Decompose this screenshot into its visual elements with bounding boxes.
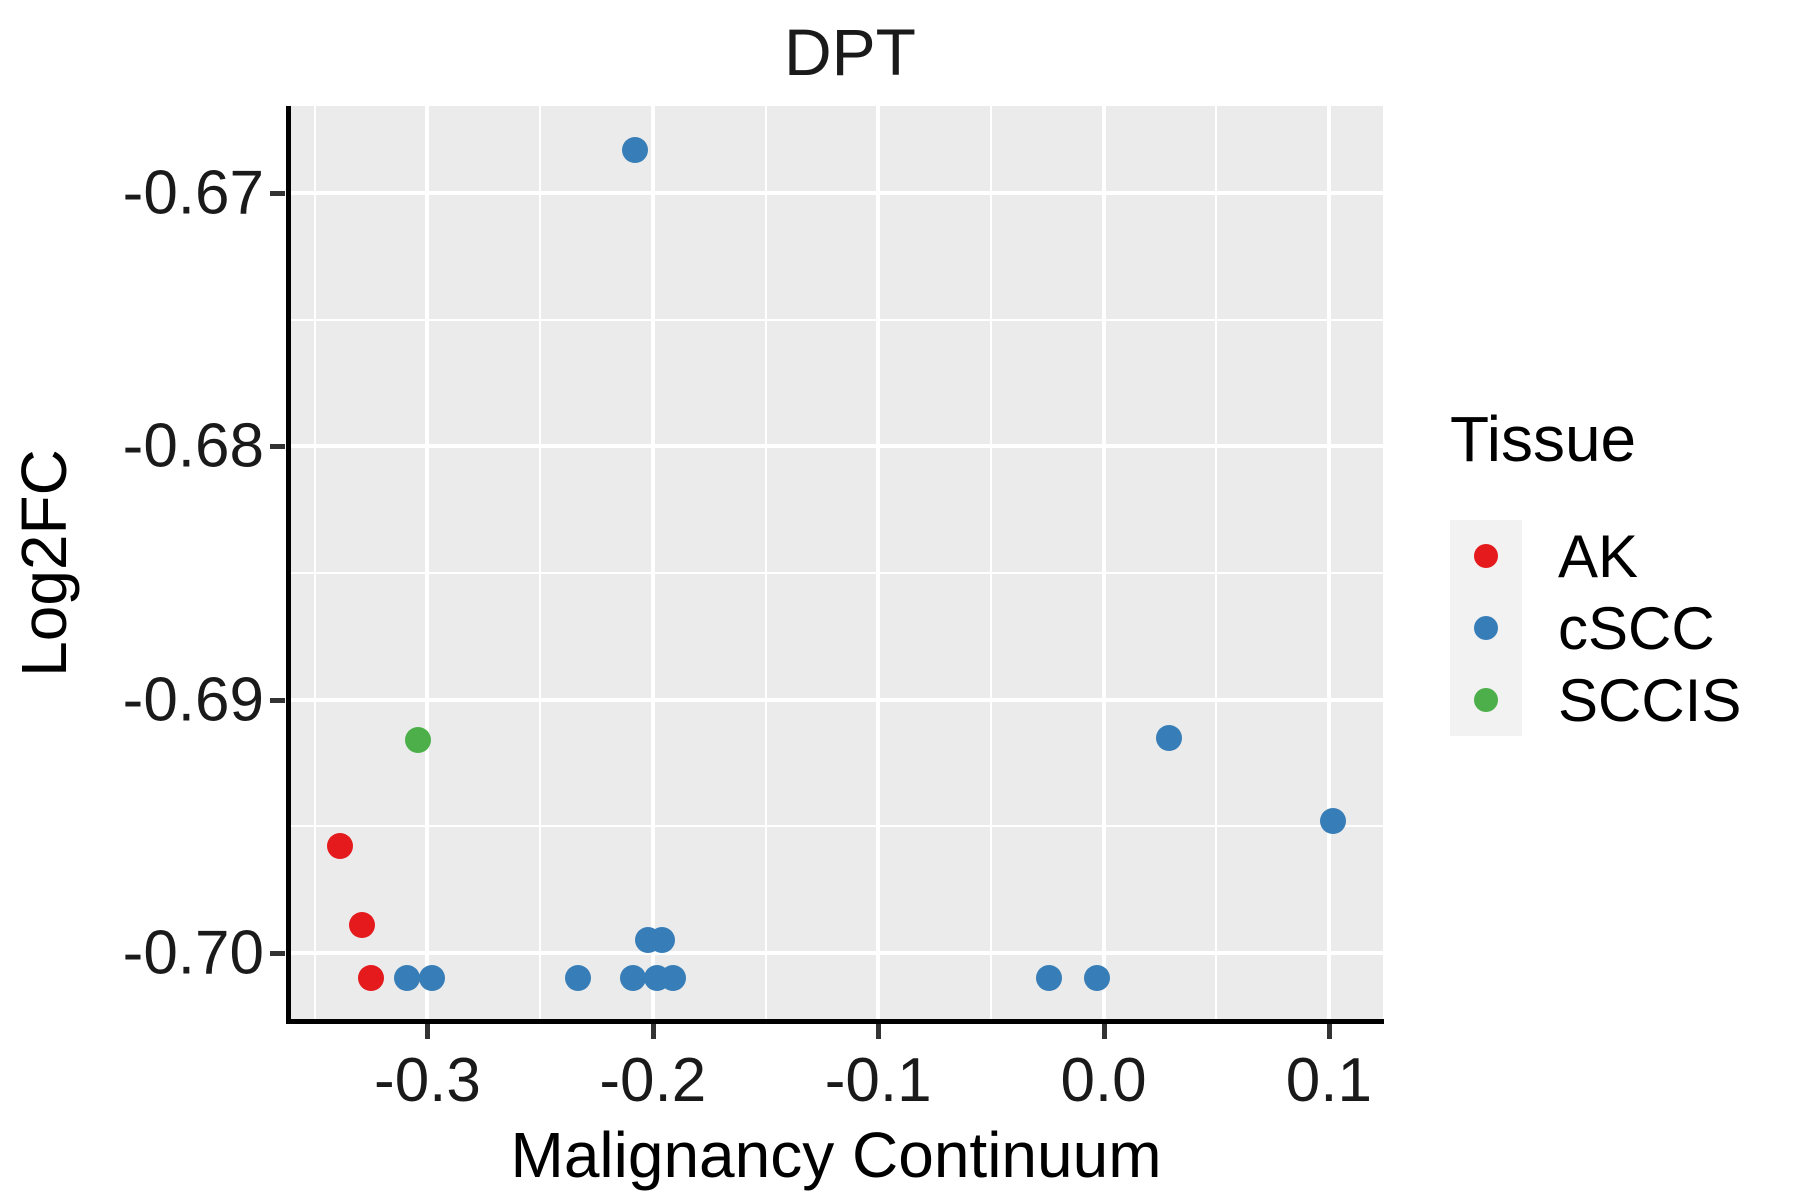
data-point-AK	[326, 833, 353, 860]
major-gridline-y	[290, 697, 1383, 702]
data-point-cSCC	[619, 965, 646, 992]
legend-label: AK	[1558, 522, 1639, 590]
data-point-cSCC	[621, 136, 648, 163]
data-point-cSCC	[418, 965, 445, 992]
legend-dot-SCCIS	[1474, 688, 1498, 712]
major-gridline-x	[650, 106, 655, 1021]
major-gridline-x	[425, 106, 430, 1021]
legend-label: cSCC	[1558, 594, 1715, 662]
x-tick-mark	[650, 1024, 656, 1039]
x-axis-line	[286, 1019, 1384, 1024]
plot-panel	[290, 106, 1383, 1021]
y-tick-label: -0.69	[122, 665, 264, 735]
major-gridline-x	[876, 106, 881, 1021]
legend-key	[1450, 592, 1522, 664]
chart-title: DPT	[784, 15, 916, 89]
y-tick-mark	[270, 190, 285, 196]
x-tick-mark	[876, 1024, 882, 1039]
x-tick-mark	[1326, 1024, 1332, 1039]
legend-dot-AK	[1474, 544, 1498, 568]
data-point-cSCC	[660, 965, 687, 992]
data-point-cSCC	[565, 965, 592, 992]
data-point-cSCC	[1320, 808, 1347, 835]
x-tick-label: 0.1	[1285, 1046, 1373, 1115]
data-point-AK	[358, 965, 385, 992]
y-tick-label: -0.67	[122, 158, 264, 228]
x-tick-label: -0.3	[374, 1046, 481, 1115]
data-point-SCCIS	[405, 727, 432, 754]
minor-gridline-y	[290, 571, 1383, 574]
x-tick-mark	[425, 1024, 431, 1039]
legend-entry-cSCC: cSCC	[1450, 592, 1741, 664]
data-point-cSCC	[1083, 965, 1110, 992]
x-tick-label: -0.1	[824, 1046, 932, 1115]
data-point-cSCC	[648, 927, 675, 954]
legend: Tissue AK cSCC SCCIS	[1450, 402, 1741, 736]
minor-gridline-x	[1215, 106, 1218, 1021]
y-tick-mark	[270, 444, 285, 450]
major-gridline-y	[290, 950, 1383, 955]
x-tick-label: -0.2	[599, 1046, 707, 1115]
data-point-cSCC	[1155, 724, 1182, 751]
legend-label: SCCIS	[1558, 666, 1742, 734]
y-tick-label: -0.68	[122, 411, 264, 481]
major-gridline-x	[1326, 106, 1331, 1021]
y-tick-label: -0.70	[122, 918, 264, 988]
y-tick-mark	[270, 697, 285, 703]
major-gridline-y	[290, 444, 1383, 449]
x-axis-title: Malignancy Continuum	[510, 1119, 1162, 1191]
legend-entries: AK cSCC SCCIS	[1450, 520, 1741, 736]
minor-gridline-x	[539, 106, 542, 1021]
data-point-AK	[349, 911, 376, 938]
y-axis-line	[286, 106, 291, 1024]
y-axis-title: Log2FC	[8, 449, 80, 677]
y-tick-mark	[270, 950, 285, 956]
legend-entry-AK: AK	[1450, 520, 1741, 592]
major-gridline-y	[290, 190, 1383, 195]
data-point-cSCC	[1036, 965, 1063, 992]
x-tick-mark	[1101, 1024, 1107, 1039]
data-point-cSCC	[394, 965, 421, 992]
minor-gridline-x	[313, 106, 316, 1021]
legend-entry-SCCIS: SCCIS	[1450, 664, 1741, 736]
minor-gridline-x	[764, 106, 767, 1021]
legend-title: Tissue	[1450, 403, 1637, 475]
legend-key	[1450, 520, 1522, 592]
minor-gridline-y	[290, 318, 1383, 321]
legend-dot-cSCC	[1474, 616, 1498, 640]
minor-gridline-x	[989, 106, 992, 1021]
legend-key	[1450, 664, 1522, 736]
x-tick-label: 0.0	[1060, 1046, 1147, 1115]
minor-gridline-y	[290, 825, 1383, 828]
major-gridline-x	[1101, 106, 1106, 1021]
